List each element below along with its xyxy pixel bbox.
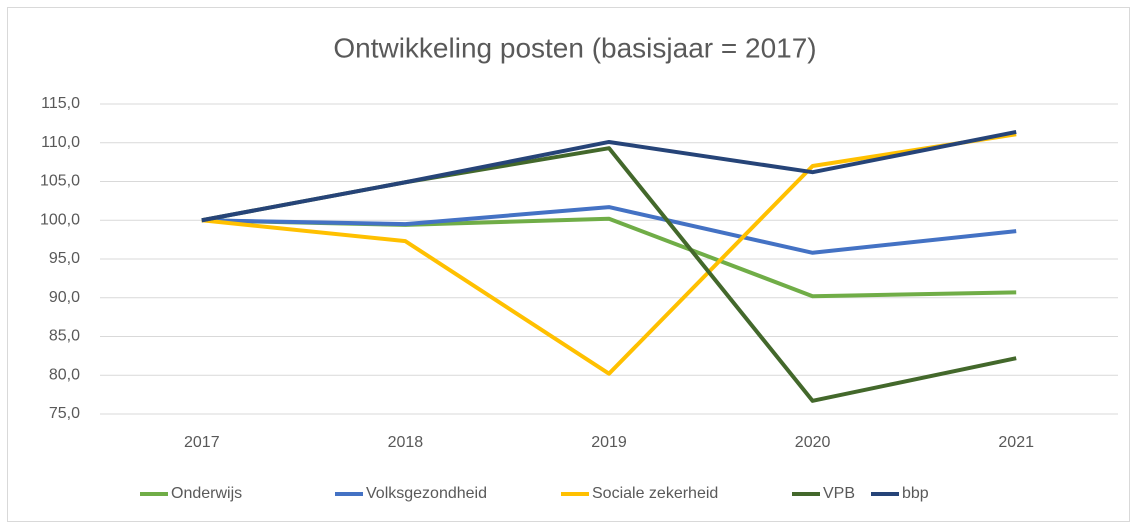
- legend-label: bbp: [902, 485, 929, 502]
- legend-label: Volksgezondheid: [366, 485, 487, 502]
- x-tick-label: 2017: [184, 434, 220, 451]
- legend-label: Sociale zekerheid: [592, 485, 718, 502]
- x-tick-label: 2018: [388, 434, 424, 451]
- x-tick-label: 2019: [591, 434, 627, 451]
- legend-label: VPB: [823, 485, 855, 502]
- chart-title: Ontwikkeling posten (basisjaar = 2017): [333, 32, 816, 63]
- y-tick-label: 90,0: [49, 289, 80, 306]
- y-tick-label: 100,0: [40, 211, 80, 228]
- series-line: [201, 132, 1017, 376]
- x-tick-label: 2020: [795, 434, 831, 451]
- y-tick-label: 80,0: [49, 366, 80, 383]
- y-tick-label: 115,0: [41, 95, 80, 112]
- series-line: [201, 205, 1017, 255]
- legend-label: Onderwijs: [171, 485, 242, 502]
- y-tick-label: 95,0: [49, 250, 80, 267]
- x-tick-label: 2021: [998, 434, 1034, 451]
- y-tick-label: 85,0: [49, 328, 80, 345]
- y-tick-label: 110,0: [41, 134, 80, 151]
- y-tick-label: 75,0: [49, 405, 80, 422]
- y-tick-label: 105,0: [40, 173, 80, 190]
- series-line: [201, 129, 1017, 223]
- chart-border: [7, 7, 1130, 522]
